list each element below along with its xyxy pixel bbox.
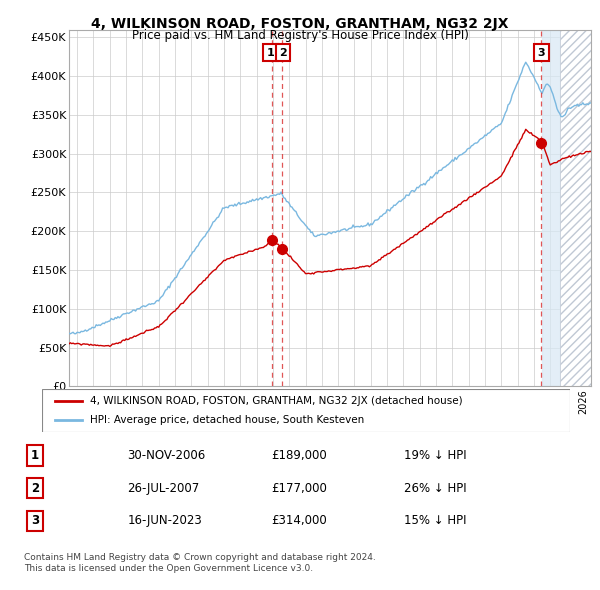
- Text: 15% ↓ HPI: 15% ↓ HPI: [404, 514, 466, 527]
- Text: 26-JUL-2007: 26-JUL-2007: [127, 481, 199, 495]
- Text: 4, WILKINSON ROAD, FOSTON, GRANTHAM, NG32 2JX (detached house): 4, WILKINSON ROAD, FOSTON, GRANTHAM, NG3…: [89, 396, 462, 406]
- Text: 1: 1: [31, 449, 39, 462]
- Bar: [542, 30, 560, 386]
- Text: Price paid vs. HM Land Registry's House Price Index (HPI): Price paid vs. HM Land Registry's House …: [131, 29, 469, 42]
- Text: HPI: Average price, detached house, South Kesteven: HPI: Average price, detached house, Sout…: [89, 415, 364, 425]
- Text: £177,000: £177,000: [271, 481, 327, 495]
- Text: 2: 2: [31, 481, 39, 495]
- Text: £189,000: £189,000: [271, 449, 327, 462]
- Text: 1: 1: [266, 48, 274, 58]
- Text: 19% ↓ HPI: 19% ↓ HPI: [404, 449, 466, 462]
- Text: £314,000: £314,000: [271, 514, 327, 527]
- Text: 3: 3: [31, 514, 39, 527]
- Text: 30-NOV-2006: 30-NOV-2006: [127, 449, 205, 462]
- Text: 16-JUN-2023: 16-JUN-2023: [127, 514, 202, 527]
- Text: 4, WILKINSON ROAD, FOSTON, GRANTHAM, NG32 2JX: 4, WILKINSON ROAD, FOSTON, GRANTHAM, NG3…: [91, 17, 509, 31]
- FancyBboxPatch shape: [42, 389, 570, 432]
- Text: Contains HM Land Registry data © Crown copyright and database right 2024.
This d: Contains HM Land Registry data © Crown c…: [24, 553, 376, 573]
- Text: 26% ↓ HPI: 26% ↓ HPI: [404, 481, 466, 495]
- Text: 3: 3: [538, 48, 545, 58]
- Bar: [560, 30, 591, 386]
- Text: 2: 2: [280, 48, 287, 58]
